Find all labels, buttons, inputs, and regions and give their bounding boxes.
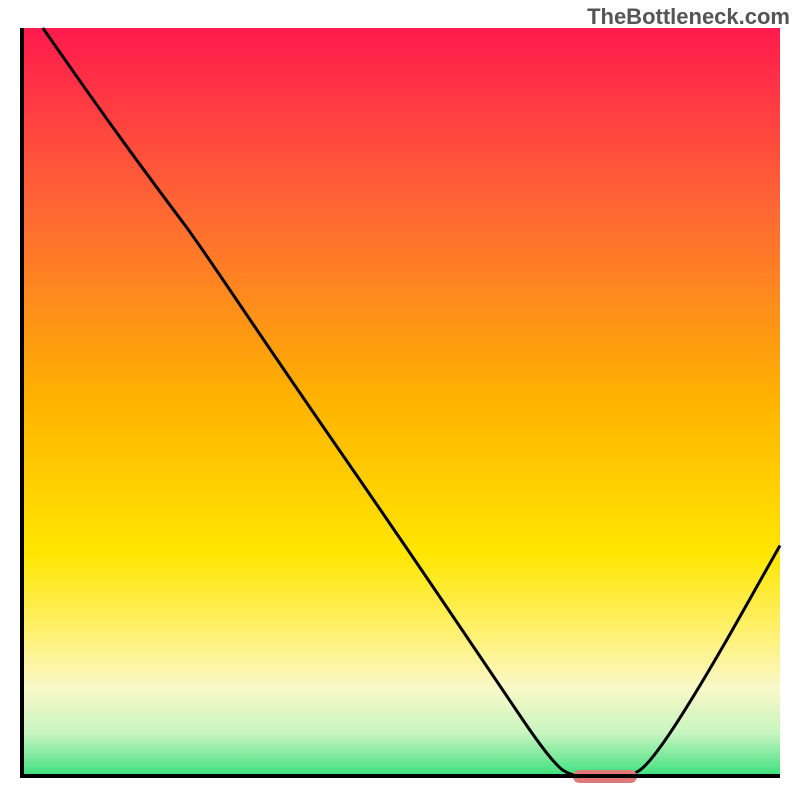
watermark-text: TheBottleneck.com (587, 4, 790, 30)
y-axis (20, 28, 24, 778)
chart-container: TheBottleneck.com (0, 0, 800, 800)
x-axis (20, 774, 780, 778)
curve-path (43, 28, 780, 778)
bottleneck-curve (0, 0, 800, 800)
